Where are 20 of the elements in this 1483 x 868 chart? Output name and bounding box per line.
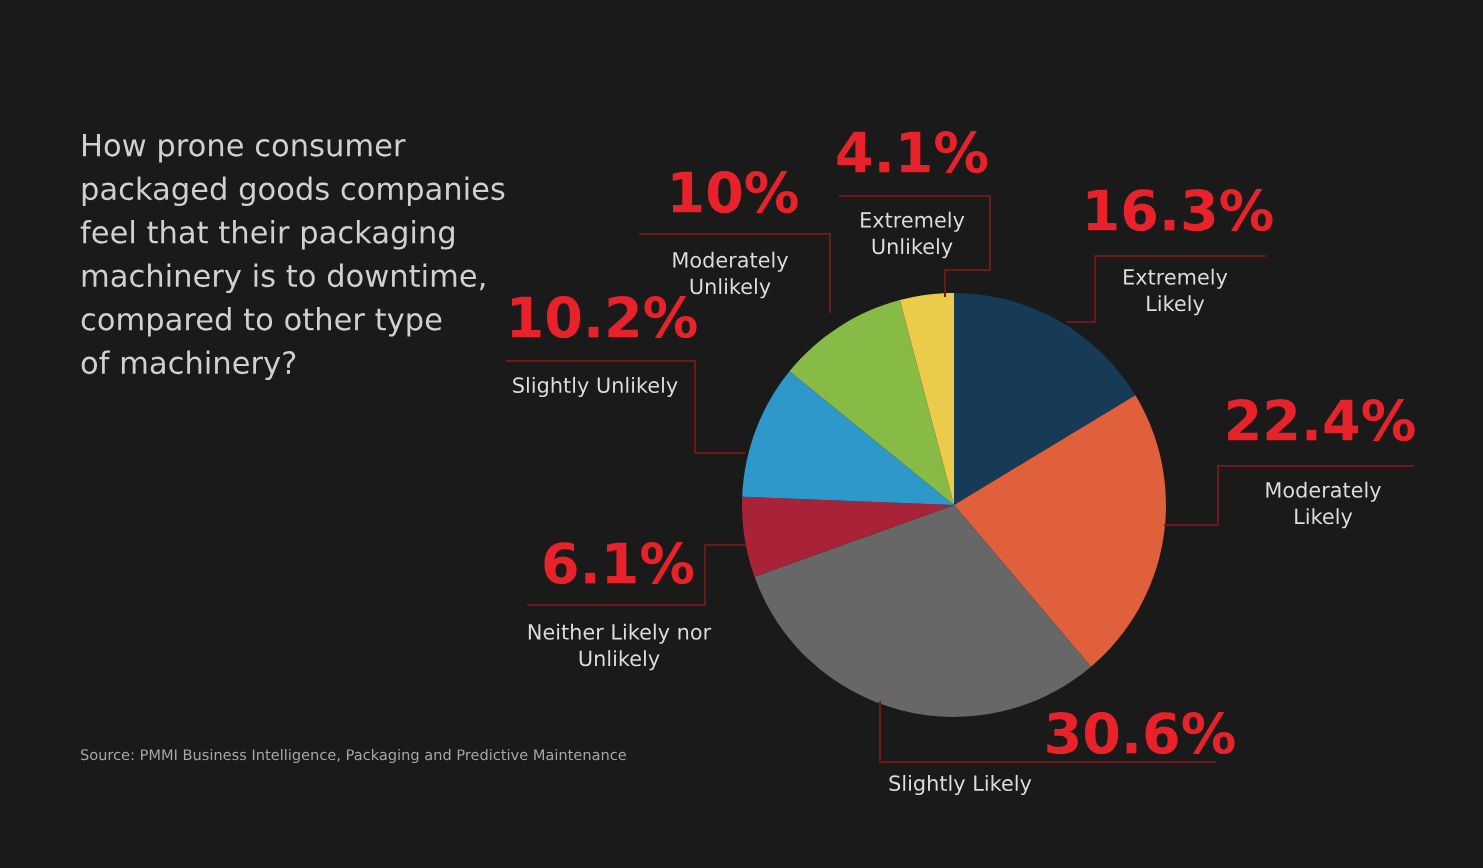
pie-slice [899,293,954,505]
slice-label: Extremely Unlikely [861,211,965,259]
pie-slice [742,496,954,577]
slice-label: Extremely Likely [1124,268,1228,316]
slice-label: Neither Likely nor Unlikely [528,623,712,671]
data-label: 10% [672,171,798,214]
pie-slice [742,371,954,505]
data-label: 6.1% [544,542,694,585]
source-note: Source: PMMI Business Intelligence, Packaging and Predictive Maintenance [80,748,626,764]
slice-label: Slightly Likely [889,774,1032,796]
slice-label: Moderately Likely [1266,481,1381,529]
data-label: 16.3% [1087,189,1273,232]
slice-label: Slightly Unlikely [513,376,678,398]
data-label: 22.4% [1228,399,1415,442]
data-label: 30.6% [1047,712,1235,755]
text: How prone consumer packaged goods companies feel that their packaging machinery is to downtime, compared to other type of machinery? [80,133,505,381]
pie-slice [789,300,954,505]
pie-slice [954,293,1136,505]
data-label: 4.1% [837,131,988,174]
pie-slice [954,395,1166,667]
